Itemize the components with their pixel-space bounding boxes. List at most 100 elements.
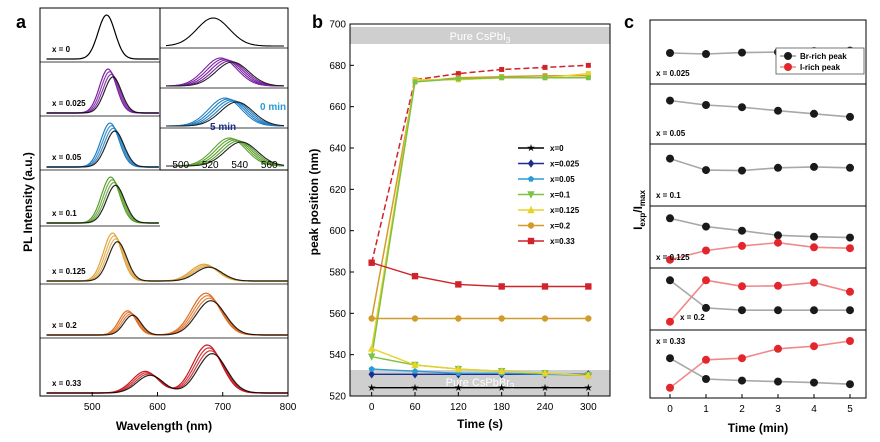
panel-b-ytick: 700 xyxy=(329,20,346,31)
i-point xyxy=(702,355,710,364)
br-point xyxy=(666,214,674,223)
panel-c-ylabel: Iexp/Imax xyxy=(631,190,647,230)
i-point xyxy=(702,276,710,285)
data-point xyxy=(455,281,462,288)
panel-a-row-label: x = 0.1 xyxy=(52,209,77,218)
inset-spectrum-1-4 xyxy=(166,61,284,87)
pl-spectrum-x0-0 xyxy=(46,14,159,60)
i-point xyxy=(774,344,782,353)
legend-label-0: x=0 xyxy=(550,144,564,153)
pl-spectrum-x01-3 xyxy=(46,184,159,224)
i-point xyxy=(666,317,674,326)
panel-a-row-label: x = 0 xyxy=(52,45,71,54)
panel-a-row-label: x = 0.2 xyxy=(52,321,77,330)
data-point xyxy=(541,369,549,377)
pl-spectrum-x02-1 xyxy=(46,295,288,336)
panel-b-ylabel: peak position (nm) xyxy=(307,149,321,256)
pl-spectrum-x02-0 xyxy=(46,292,288,336)
br-point xyxy=(666,154,674,163)
panel-c-xtick: 1 xyxy=(703,404,709,415)
panel-b-xlabel: Time (s) xyxy=(457,417,503,431)
panel-b-ytick: 560 xyxy=(329,309,346,320)
legend-label-6: x=0.33 xyxy=(550,237,575,246)
panel-a-row-label: x = 0.125 xyxy=(52,267,86,276)
br-point xyxy=(774,377,782,386)
panel-a-xtick: 800 xyxy=(280,402,297,413)
panel-a-inset: 0 min 5 min 500 520 540 560 xyxy=(159,7,289,171)
data-point xyxy=(411,383,419,391)
panel-a-xlabel: Wavelength (nm) xyxy=(116,419,212,433)
data-point xyxy=(368,315,375,322)
pl-spectrum-x0025-3 xyxy=(46,76,159,114)
pl-spectrum-x02-3 xyxy=(46,300,288,336)
br-point xyxy=(702,101,710,109)
dashed-branch-0 xyxy=(370,64,589,263)
data-point xyxy=(411,360,419,369)
panel-b-ytick: 680 xyxy=(329,61,346,72)
branch-point xyxy=(455,76,461,82)
band-pure-cspbi3 xyxy=(350,27,610,44)
series-line-2 xyxy=(371,368,589,376)
panel-a-xtick: 600 xyxy=(149,402,166,413)
panel-b-ytick: 580 xyxy=(329,268,346,279)
inset-spectrum-2-0 xyxy=(165,97,285,127)
panel-b-xtick: 300 xyxy=(580,402,597,413)
branch-point xyxy=(499,75,505,81)
br-point xyxy=(702,222,710,231)
panel-letter-c: c xyxy=(624,12,634,32)
br-point xyxy=(738,376,746,385)
inset-spectrum-2-4 xyxy=(166,101,285,127)
legend-i-marker xyxy=(784,63,792,71)
panel-letter-b: b xyxy=(312,12,323,32)
br-point xyxy=(702,375,710,383)
panel-c: x = 0.025 x = 0.05 x = 0.1 x = 0.125 x = 0.2… xyxy=(631,19,867,435)
i-line-5 xyxy=(669,340,851,389)
br-point xyxy=(702,50,710,58)
data-point xyxy=(541,383,549,391)
data-point xyxy=(367,353,376,361)
panel-c-xtick: 3 xyxy=(775,404,781,415)
data-point xyxy=(527,144,535,152)
br-point xyxy=(702,166,710,175)
data-point xyxy=(585,283,592,290)
inset-spectrum-1-1 xyxy=(166,58,284,87)
legend-label-1: x=0.025 xyxy=(550,160,580,169)
panel-c-row-label: x = 0.125 xyxy=(656,253,690,262)
legend-br-label: Br-rich peak xyxy=(800,52,847,61)
panel-b-xtick: 120 xyxy=(450,402,467,413)
panel-a-row-label: x = 0.05 xyxy=(52,153,82,162)
branch-point xyxy=(585,62,591,68)
data-point xyxy=(454,383,463,391)
data-point xyxy=(541,283,549,290)
br-point xyxy=(810,162,818,171)
panel-c-xtick: 2 xyxy=(739,404,745,415)
panel-b-ytick: 640 xyxy=(329,144,346,155)
i-point xyxy=(774,238,782,247)
i-point xyxy=(666,255,674,264)
br-point xyxy=(738,48,746,57)
legend-br-marker xyxy=(784,52,792,60)
legend-label-2: x=0.05 xyxy=(550,175,575,184)
panel-c-xlabel: Time (min) xyxy=(728,421,788,435)
panel-b-ytick: 620 xyxy=(329,185,346,196)
inset-xtick: 520 xyxy=(202,160,219,171)
data-point xyxy=(411,315,419,322)
data-point xyxy=(368,259,375,266)
branch-point xyxy=(499,66,505,72)
i-line-4 xyxy=(669,279,851,323)
panel-b-ytick: 600 xyxy=(329,226,346,237)
br-point xyxy=(702,303,710,312)
panel-b-ytick: 520 xyxy=(329,392,346,403)
i-point xyxy=(810,243,818,252)
panel-c-legend: Br-rich peak I-rich peak xyxy=(775,47,865,75)
branch-point xyxy=(585,71,591,77)
panel-c-row-label: x = 0.025 xyxy=(656,69,690,78)
branch-point xyxy=(585,75,591,81)
i-point xyxy=(738,282,746,291)
inset-xtick: 500 xyxy=(172,160,189,171)
panel-c-row-label: x = 0.05 xyxy=(656,129,686,138)
panel-c-row-label: x = 0.1 xyxy=(656,191,681,200)
panel-b-legend: x=0 x=0.025 x=0.05 x=0.1 x=0.125 x=0.2 x=0.33 xyxy=(518,144,580,246)
panel-b-ytick: 540 xyxy=(329,350,346,361)
